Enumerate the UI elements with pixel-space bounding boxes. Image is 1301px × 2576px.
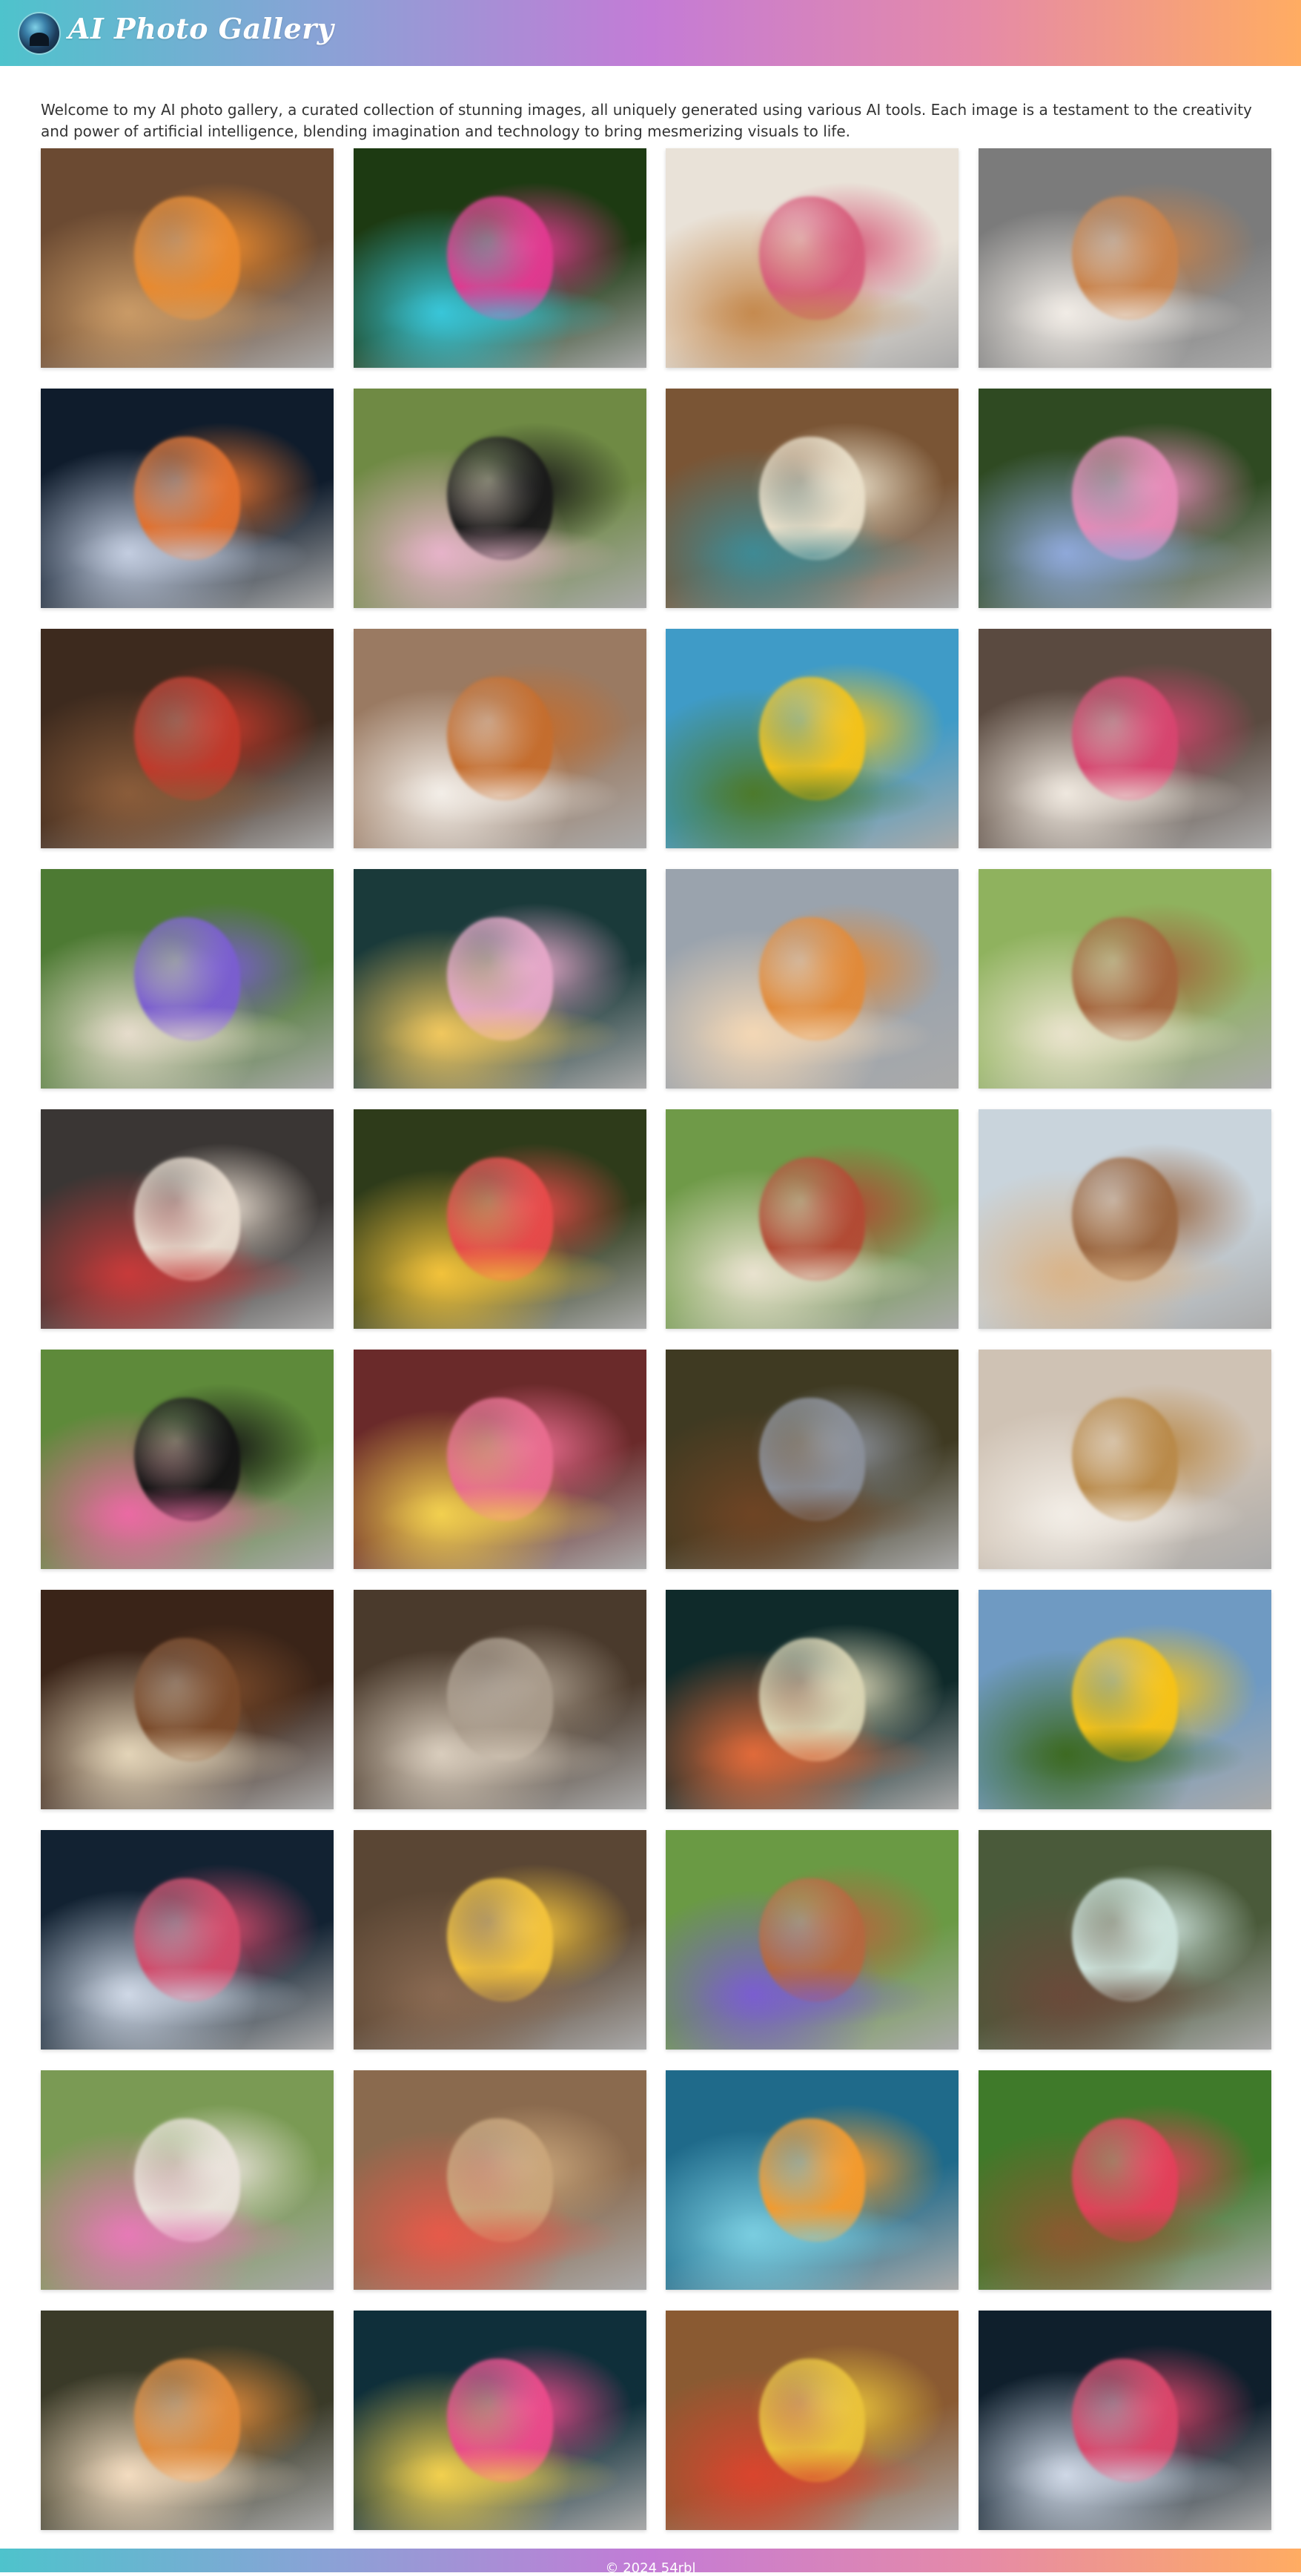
image-detail	[64, 1245, 311, 1307]
site-title: AI Photo Gallery	[68, 12, 334, 45]
gallery-image-rabbit-on-ground[interactable]	[354, 1590, 646, 1809]
image-detail	[1002, 284, 1248, 346]
gallery-image-smiling-dog-closeup[interactable]	[354, 629, 646, 848]
image-detail	[64, 764, 311, 827]
image-detail	[377, 2206, 623, 2268]
planet-landscape-icon	[19, 13, 59, 53]
image-detail	[377, 764, 623, 827]
gallery-image-flower-basket[interactable]	[979, 2070, 1271, 2290]
gallery-image-cottage-with-flower-garden[interactable]	[666, 1830, 959, 2050]
image-detail	[377, 1966, 623, 2028]
gallery-image-toy-box[interactable]	[354, 2070, 646, 2290]
image-detail	[689, 2206, 936, 2268]
gallery-image-strawberry-cake[interactable]	[41, 1109, 334, 1329]
gallery-image-rabbit-in-flower-field[interactable]	[41, 2070, 334, 2290]
gallery-image-teddy-bear-on-blue[interactable]	[979, 1109, 1271, 1329]
image-detail	[64, 1966, 311, 2028]
image-detail	[64, 1725, 311, 1788]
gallery-image-tea-set-with-cookies[interactable]	[666, 148, 959, 368]
gallery-image-moonlit-garden-path[interactable]	[979, 2311, 1271, 2530]
image-detail	[1002, 2206, 1248, 2268]
image-detail	[377, 284, 623, 346]
gallery-image-fluffy-orange-cat[interactable]	[41, 2311, 334, 2530]
gallery-image-black-cat-in-garden[interactable]	[41, 1350, 334, 1569]
image-detail	[689, 1485, 936, 1548]
gallery-image-squirrel-with-nuts[interactable]	[666, 1350, 959, 1569]
image-detail	[64, 2206, 311, 2268]
gallery-image-apple-on-wooden-table[interactable]	[666, 2311, 959, 2530]
image-detail	[1002, 1966, 1248, 2028]
gallery-image-farm-landscape-with-animals[interactable]	[979, 869, 1271, 1089]
gallery-image-tudor-cottage-garden[interactable]	[41, 869, 334, 1089]
gallery-image-tea-set-with-roses[interactable]	[979, 629, 1271, 848]
copyright-text: © 2024 54rbl	[605, 2560, 696, 2576]
intro-text: Welcome to my AI photo gallery, a curate…	[41, 101, 1252, 140]
image-detail	[1002, 2446, 1248, 2509]
gallery-image-orange-kitten-with-teddy-bear[interactable]	[41, 148, 334, 368]
gallery-image-pink-flower-closeup[interactable]	[354, 1350, 646, 1569]
image-detail	[377, 1005, 623, 1067]
image-detail	[377, 1245, 623, 1307]
gallery-image-fairy-in-dark-forest[interactable]	[666, 1590, 959, 1809]
image-detail	[689, 2446, 936, 2509]
image-detail	[377, 524, 623, 587]
image-detail	[689, 284, 936, 346]
image-detail	[377, 1725, 623, 1788]
gallery-image-sunflower-field[interactable]	[666, 629, 959, 848]
gallery-image-red-apple-on-wooden-plate[interactable]	[41, 629, 334, 848]
gallery-image-books-on-wooden-table[interactable]	[666, 389, 959, 608]
gallery-image-iridescent-flower[interactable]	[354, 148, 646, 368]
gallery-image-moonlit-forest-flowers[interactable]	[41, 389, 334, 608]
image-detail	[64, 284, 311, 346]
gallery-image-rainbow-lotus-flower[interactable]	[354, 2311, 646, 2530]
image-detail	[1002, 764, 1248, 827]
image-detail	[377, 1485, 623, 1548]
gallery-image-tea-tray-with-cookies[interactable]	[979, 1350, 1271, 1569]
gallery-image-mouse-with-cheese[interactable]	[354, 1830, 646, 2050]
site-header: AI Photo Gallery	[0, 0, 1301, 66]
image-detail	[64, 1485, 311, 1548]
gallery-image-vintage-car-by-barn[interactable]	[979, 1830, 1271, 2050]
gallery-image-wildflower-meadow[interactable]	[354, 1109, 646, 1329]
gallery-image-antique-books[interactable]	[41, 1590, 334, 1809]
site-footer: © 2024 54rbl	[0, 2549, 1301, 2576]
gallery-image-fairy-in-forest[interactable]	[354, 869, 646, 1089]
image-detail	[689, 1005, 936, 1067]
image-detail	[377, 2446, 623, 2509]
image-detail	[64, 524, 311, 587]
gallery-image-underwater-castle[interactable]	[666, 2070, 959, 2290]
image-detail	[1002, 1245, 1248, 1307]
gallery-image-forest-pink-flowers[interactable]	[979, 389, 1271, 608]
gallery-image-farmhouse-with-animals[interactable]	[666, 1109, 959, 1329]
image-detail	[689, 524, 936, 587]
image-detail	[1002, 524, 1248, 587]
gallery-image-moonlit-forest-path[interactable]	[41, 1830, 334, 2050]
image-detail	[64, 1005, 311, 1067]
gallery-image-sunflower-closeup[interactable]	[979, 1590, 1271, 1809]
image-detail	[689, 764, 936, 827]
gallery-image-happy-dog-portrait[interactable]	[979, 148, 1271, 368]
image-detail	[1002, 1725, 1248, 1788]
image-detail	[1002, 1005, 1248, 1067]
image-detail	[689, 1966, 936, 2028]
image-detail	[64, 2446, 311, 2509]
gallery-image-black-cat-in-flower-field[interactable]	[354, 389, 646, 608]
image-detail	[689, 1245, 936, 1307]
gallery-image-orange-kitten-portrait[interactable]	[666, 869, 959, 1089]
photo-gallery	[41, 148, 1271, 2530]
image-detail	[689, 1725, 936, 1788]
image-detail	[1002, 1485, 1248, 1548]
